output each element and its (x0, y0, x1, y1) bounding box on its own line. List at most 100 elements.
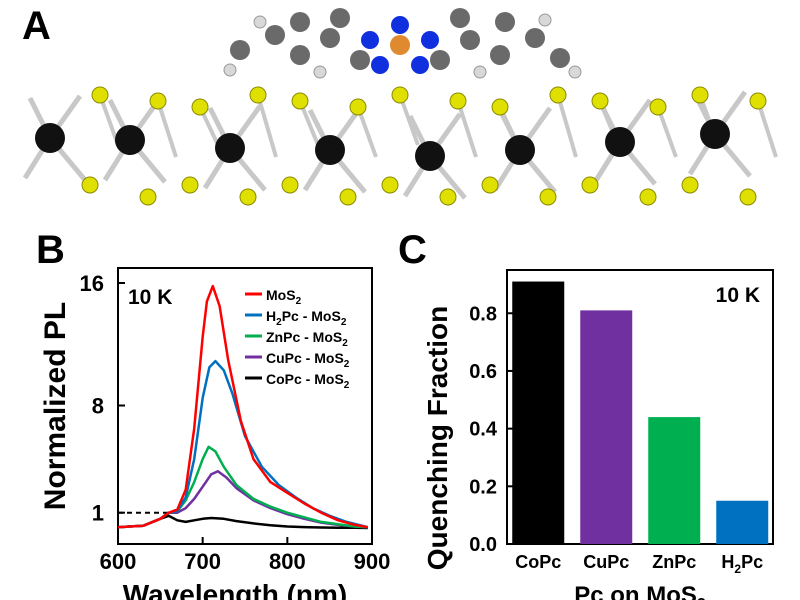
quenching-bar (580, 310, 633, 544)
cobalt-atom (390, 35, 410, 55)
sulfur-atom (281, 176, 299, 194)
sulfur-atom (639, 188, 657, 206)
quenching-category-label: CuPc (583, 552, 629, 572)
pl-ytick-label: 1 (92, 501, 104, 526)
molybdenum-atom (700, 119, 730, 149)
quenching-bar (648, 417, 701, 544)
nitrogen-atom (421, 31, 439, 49)
legend-entry: CuPc - MoS2 (266, 350, 350, 370)
hydrogen-atom (253, 15, 267, 29)
hydrogen-atom (313, 65, 327, 79)
nitrogen-atom (361, 31, 379, 49)
legend-entry: ZnPc - MoS2 (266, 329, 348, 349)
lattice-atoms (35, 86, 767, 206)
sulfur-atom (539, 188, 557, 206)
hydrogen-atom (223, 63, 237, 77)
quenching-ytick-label: 0.0 (469, 534, 497, 556)
carbon-atom (290, 45, 310, 65)
sulfur-atom (481, 176, 499, 194)
carbon-atom (350, 50, 370, 70)
pl-series-lines (117, 284, 369, 530)
sulfur-atom (449, 92, 467, 110)
sulfur-atom (649, 98, 667, 116)
hydrogen-atom (538, 13, 552, 27)
pl-series-line (117, 514, 368, 530)
pl-annotation: 10 K (128, 286, 172, 309)
carbon-atom (495, 12, 515, 32)
nitrogen-atom (371, 56, 389, 74)
pl-ytick-label: 8 (92, 394, 104, 419)
quenching-category-label: CoPc (515, 552, 561, 572)
carbon-atom (460, 30, 480, 50)
pl-ylabel: Normalized PL (39, 302, 72, 510)
sulfur-atom (549, 86, 567, 104)
sulfur-atom (239, 188, 257, 206)
sulfur-atom (191, 98, 209, 116)
sulfur-atom (581, 176, 599, 194)
legend-entry: H2Pc - MoS2 (266, 308, 347, 328)
carbon-atom (330, 8, 350, 28)
molybdenum-atom (215, 133, 245, 163)
quenching-ylabel: Quenching Fraction (422, 306, 453, 570)
sulfur-atom (491, 98, 509, 116)
quenching-category-label: H2Pc (721, 552, 763, 576)
hydrogen-atom (568, 65, 582, 79)
carbon-atom (230, 40, 250, 60)
lattice-bond (256, 94, 278, 158)
quenching-bars (512, 281, 769, 544)
sulfur-atom (81, 176, 99, 194)
sulfur-atom (749, 92, 767, 110)
sulfur-atom (91, 86, 109, 104)
quenching-category-label: ZnPc (652, 552, 696, 572)
molecular-structure-illustration (22, 8, 778, 206)
nitrogen-atom (411, 56, 429, 74)
molybdenum-atom (505, 135, 535, 165)
lattice-bond (656, 106, 678, 158)
sulfur-atom (149, 92, 167, 110)
sulfur-atom (249, 86, 267, 104)
lattice-bond (456, 100, 478, 158)
molybdenum-atom (35, 123, 65, 153)
panel-b-label: B (36, 228, 65, 272)
sulfur-atom (381, 176, 399, 194)
quenching-ytick-label: 0.4 (469, 419, 498, 441)
sulfur-atom (181, 176, 199, 194)
pl-xtick-label: 700 (184, 549, 221, 574)
lattice-bond (98, 94, 120, 146)
molybdenum-atom (605, 127, 635, 157)
hydrogen-atom (473, 65, 487, 79)
lattice-bond (756, 100, 778, 158)
pl-xtick-label: 800 (269, 549, 306, 574)
pl-ticks: 600 700 800 900 1 8 16 (80, 271, 391, 574)
nitrogen-atom (391, 16, 409, 34)
quenching-annotation: 10 K (716, 284, 760, 307)
molybdenum-atom (115, 125, 145, 155)
lattice-bond (156, 100, 178, 158)
lattice-bond (356, 106, 378, 158)
lattice-bond (398, 94, 420, 146)
carbon-atom (290, 12, 310, 32)
quenching-ytick-label: 0.8 (469, 303, 497, 325)
carbon-atom (550, 48, 570, 68)
pl-xtick-label: 600 (100, 549, 137, 574)
carbon-atom (265, 25, 285, 45)
pl-series-line (117, 284, 369, 529)
legend-entry: CoPc - MoS2 (266, 371, 350, 391)
carbon-atom (525, 28, 545, 48)
quenching-xlabel: Pc on MoS2 (574, 582, 706, 600)
molybdenum-atom (315, 135, 345, 165)
sulfur-atom (691, 86, 709, 104)
sulfur-atom (291, 92, 309, 110)
sulfur-atom (349, 98, 367, 116)
sulfur-atom (681, 176, 699, 194)
sulfur-atom (339, 188, 357, 206)
quenching-bar (716, 500, 769, 544)
quenching-plot-frame (506, 269, 774, 545)
panel-a-label: A (22, 4, 51, 48)
quenching-ytick-label: 0.6 (469, 361, 497, 383)
carbon-atom (320, 28, 340, 48)
carbon-atom (450, 8, 470, 28)
quenching-ticks: CoPc CuPc ZnPc H2Pc 0.0 0.2 0.4 0.6 0.8 (469, 303, 763, 576)
